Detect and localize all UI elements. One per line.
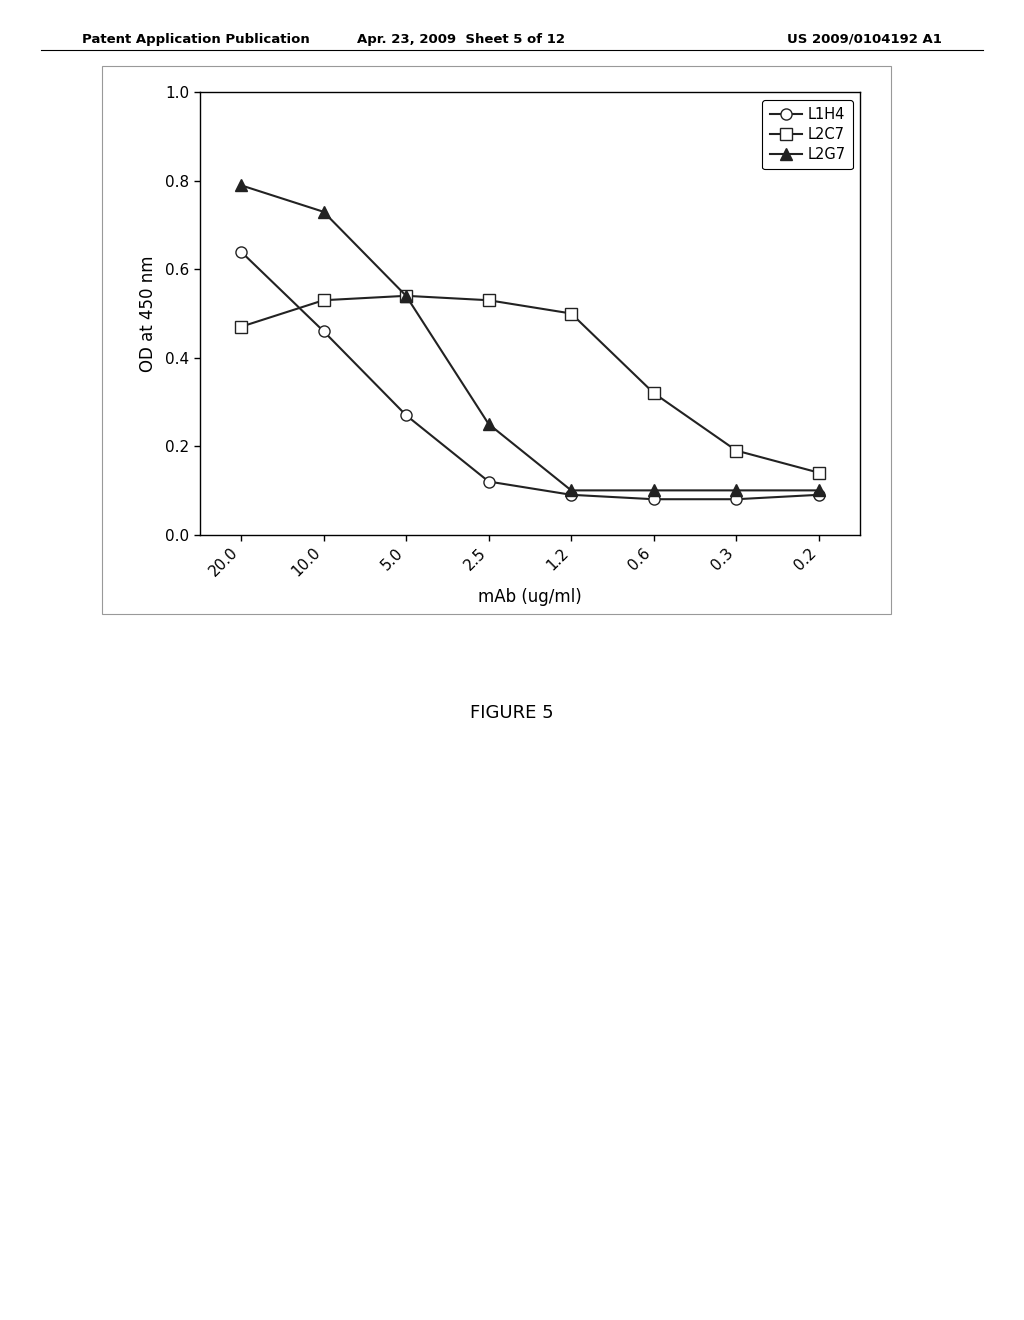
L2G7 [317, 203, 330, 219]
L1H4 [730, 491, 742, 507]
Text: US 2009/0104192 A1: US 2009/0104192 A1 [787, 33, 942, 46]
Legend: L1H4, L2C7, L2G7: L1H4, L2C7, L2G7 [762, 100, 853, 169]
L1H4 [317, 323, 330, 339]
Text: Apr. 23, 2009  Sheet 5 of 12: Apr. 23, 2009 Sheet 5 of 12 [356, 33, 565, 46]
L1H4 [647, 491, 659, 507]
Line: L2C7: L2C7 [236, 290, 824, 478]
Line: L2G7: L2G7 [234, 180, 825, 496]
L2G7 [565, 483, 578, 499]
L2C7 [482, 292, 495, 308]
Text: Patent Application Publication: Patent Application Publication [82, 33, 309, 46]
L2C7 [400, 288, 413, 304]
Y-axis label: OD at 450 nm: OD at 450 nm [138, 255, 157, 372]
L1H4 [234, 244, 247, 260]
L2G7 [813, 483, 825, 499]
L2C7 [565, 306, 578, 322]
L2C7 [813, 465, 825, 480]
L2G7 [730, 483, 742, 499]
L2G7 [234, 177, 247, 193]
L1H4 [813, 487, 825, 503]
L1H4 [565, 487, 578, 503]
L2C7 [730, 442, 742, 458]
L2C7 [317, 292, 330, 308]
L1H4 [400, 408, 413, 424]
Text: FIGURE 5: FIGURE 5 [470, 704, 554, 722]
Line: L1H4: L1H4 [236, 246, 824, 504]
L2G7 [647, 483, 659, 499]
L2G7 [400, 288, 413, 304]
L2C7 [647, 385, 659, 401]
X-axis label: mAb (ug/ml): mAb (ug/ml) [478, 587, 582, 606]
L2C7 [234, 319, 247, 335]
L1H4 [482, 474, 495, 490]
L2G7 [482, 416, 495, 432]
